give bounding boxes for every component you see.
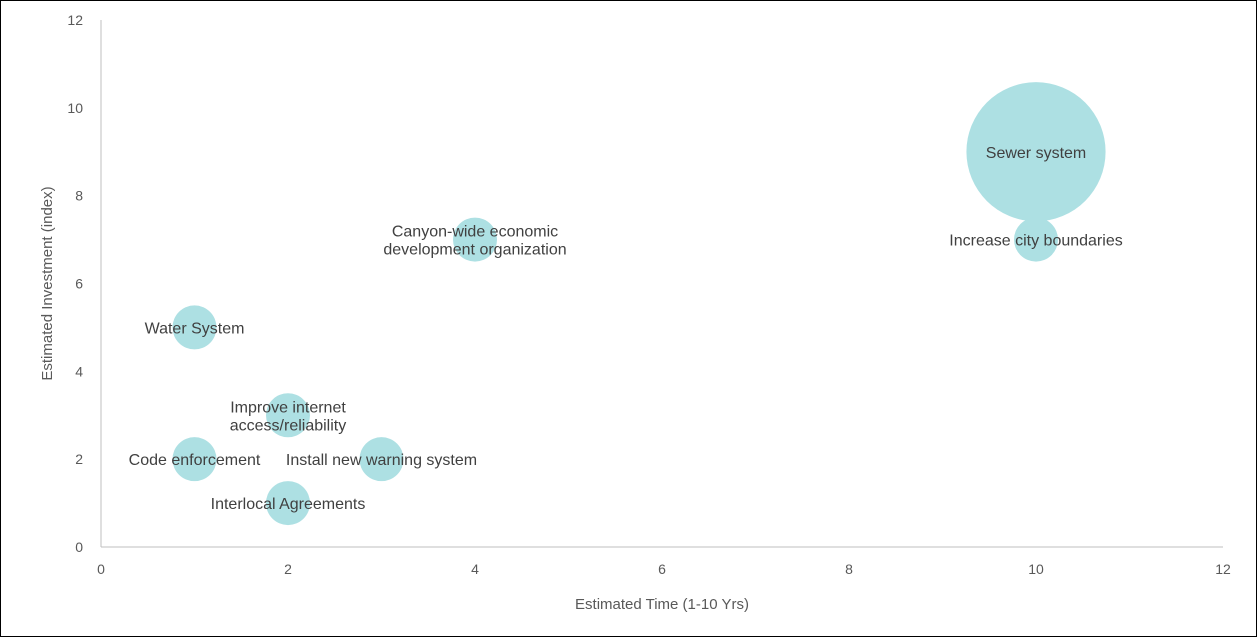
x-tick-label: 0 <box>97 561 105 577</box>
bubble-labels-layer: Sewer system Increase city boundaries Cany… <box>129 145 1123 513</box>
y-tick-label: 6 <box>75 276 83 292</box>
y-tick-label: 0 <box>75 539 83 555</box>
bubble-label: Install new warning system <box>286 452 477 469</box>
y-axis-title: Estimated Investment (index) <box>39 186 56 380</box>
bubble <box>172 437 217 482</box>
bubble-label: Canyon-wide economic <box>392 224 558 241</box>
bubble <box>266 393 310 438</box>
bubble <box>966 82 1106 222</box>
bubble-label: Improve internet <box>230 399 346 416</box>
x-axis-title: Estimated Time (1-10 Yrs) <box>575 596 749 613</box>
bubble <box>1014 217 1058 262</box>
x-tick-label: 12 <box>1215 561 1231 577</box>
x-tick-label: 2 <box>284 561 292 577</box>
bubble-label: Water System <box>145 320 245 337</box>
x-tick-label: 8 <box>845 561 853 577</box>
bubbles-layer <box>172 82 1106 526</box>
bubble-label: access/reliability <box>230 417 346 434</box>
bubble-label: Increase city boundaries <box>949 233 1122 250</box>
bubble-label: Code enforcement <box>129 452 261 469</box>
tick-labels-layer: 0 2 4 6 8 10 12 0 2 4 6 8 10 12 <box>67 12 1231 577</box>
y-tick-label: 12 <box>67 12 83 28</box>
axes-layer <box>100 20 1223 548</box>
y-tick-label: 2 <box>75 451 83 467</box>
x-tick-label: 4 <box>471 561 479 577</box>
bubble <box>359 437 404 482</box>
y-tick-label: 10 <box>67 100 83 116</box>
bubble-label: development organization <box>383 242 566 259</box>
bubble <box>266 481 310 526</box>
bubble <box>453 217 497 262</box>
y-tick-label: 8 <box>75 188 83 204</box>
x-tick-label: 6 <box>658 561 666 577</box>
y-tick-label: 4 <box>75 363 83 379</box>
bubble <box>172 305 217 350</box>
x-tick-label: 10 <box>1028 561 1044 577</box>
bubble-label: Sewer system <box>986 145 1086 162</box>
bubble-label: Interlocal Agreements <box>211 496 366 513</box>
